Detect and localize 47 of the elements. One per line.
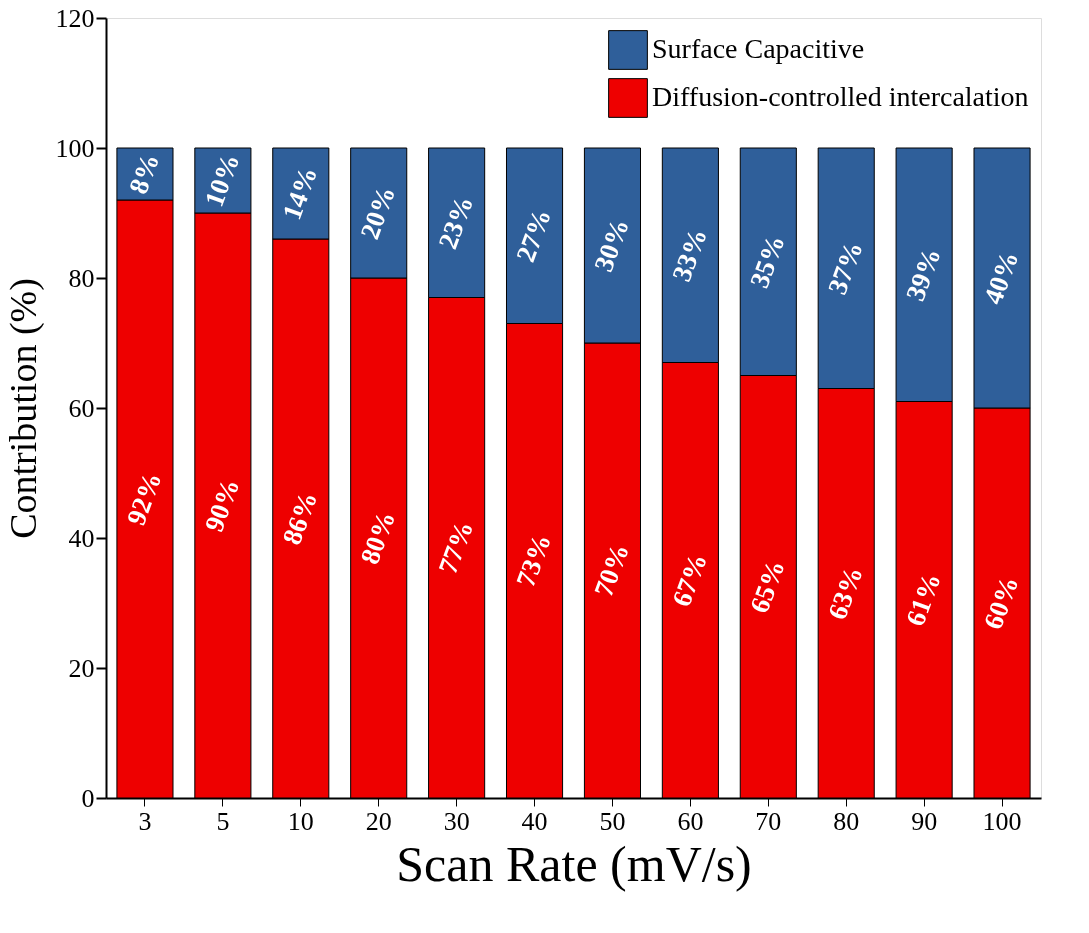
x-tick-label: 50 [599, 806, 626, 836]
x-tick-label: 30 [443, 806, 470, 836]
data-label: 39% [899, 243, 947, 305]
y-axis-title: Contribution (%) [1, 278, 45, 539]
x-tick-label: 70 [755, 806, 782, 836]
data-label: 20% [354, 182, 402, 244]
data-label: 37% [821, 237, 869, 299]
data-label: 60% [977, 572, 1025, 634]
data-label: 27% [510, 204, 557, 266]
data-label: 90% [198, 474, 246, 536]
x-tick-label: 60 [677, 806, 704, 836]
legend-label: Diffusion-controlled intercalation [652, 81, 1029, 112]
data-label: 65% [744, 555, 791, 617]
x-tick-label: 90 [911, 806, 938, 836]
x-tick-label: 80 [833, 806, 860, 836]
legend-label: Surface Capacitive [652, 33, 865, 64]
y-tick-label: 100 [55, 133, 95, 163]
data-label: 63% [821, 562, 869, 624]
data-label: 8% [123, 149, 166, 198]
data-label: 77% [432, 516, 480, 578]
data-label: 73% [510, 529, 557, 591]
data-label: 33% [666, 224, 713, 286]
data-label: 67% [666, 549, 713, 611]
x-tick-label: 20 [365, 806, 392, 836]
data-label: 14% [276, 162, 324, 224]
x-tick-label: 40 [521, 806, 548, 836]
y-tick-label: 0 [81, 783, 95, 813]
data-label: 40% [977, 247, 1025, 309]
x-tick-label: 5 [216, 806, 230, 836]
data-label: 70% [588, 539, 635, 601]
data-label: 80% [354, 507, 402, 569]
x-tick-label: 3 [138, 806, 152, 836]
data-label: 35% [744, 230, 791, 292]
data-label: 10% [198, 149, 246, 211]
y-tick-label: 120 [55, 3, 95, 33]
data-label: 92% [120, 468, 168, 530]
x-tick-label: 10 [287, 806, 314, 836]
y-tick-label: 20 [68, 653, 95, 683]
data-label: 23% [432, 191, 480, 253]
data-label: 30% [588, 214, 635, 276]
x-tick-label: 100 [982, 806, 1022, 836]
data-label: 61% [899, 568, 947, 630]
y-tick-label: 40 [68, 523, 95, 553]
x-axis-title: Scan Rate (mV/s) [396, 835, 752, 892]
y-tick-label: 80 [68, 263, 95, 293]
y-tick-label: 60 [68, 393, 95, 423]
data-label: 86% [276, 487, 324, 549]
